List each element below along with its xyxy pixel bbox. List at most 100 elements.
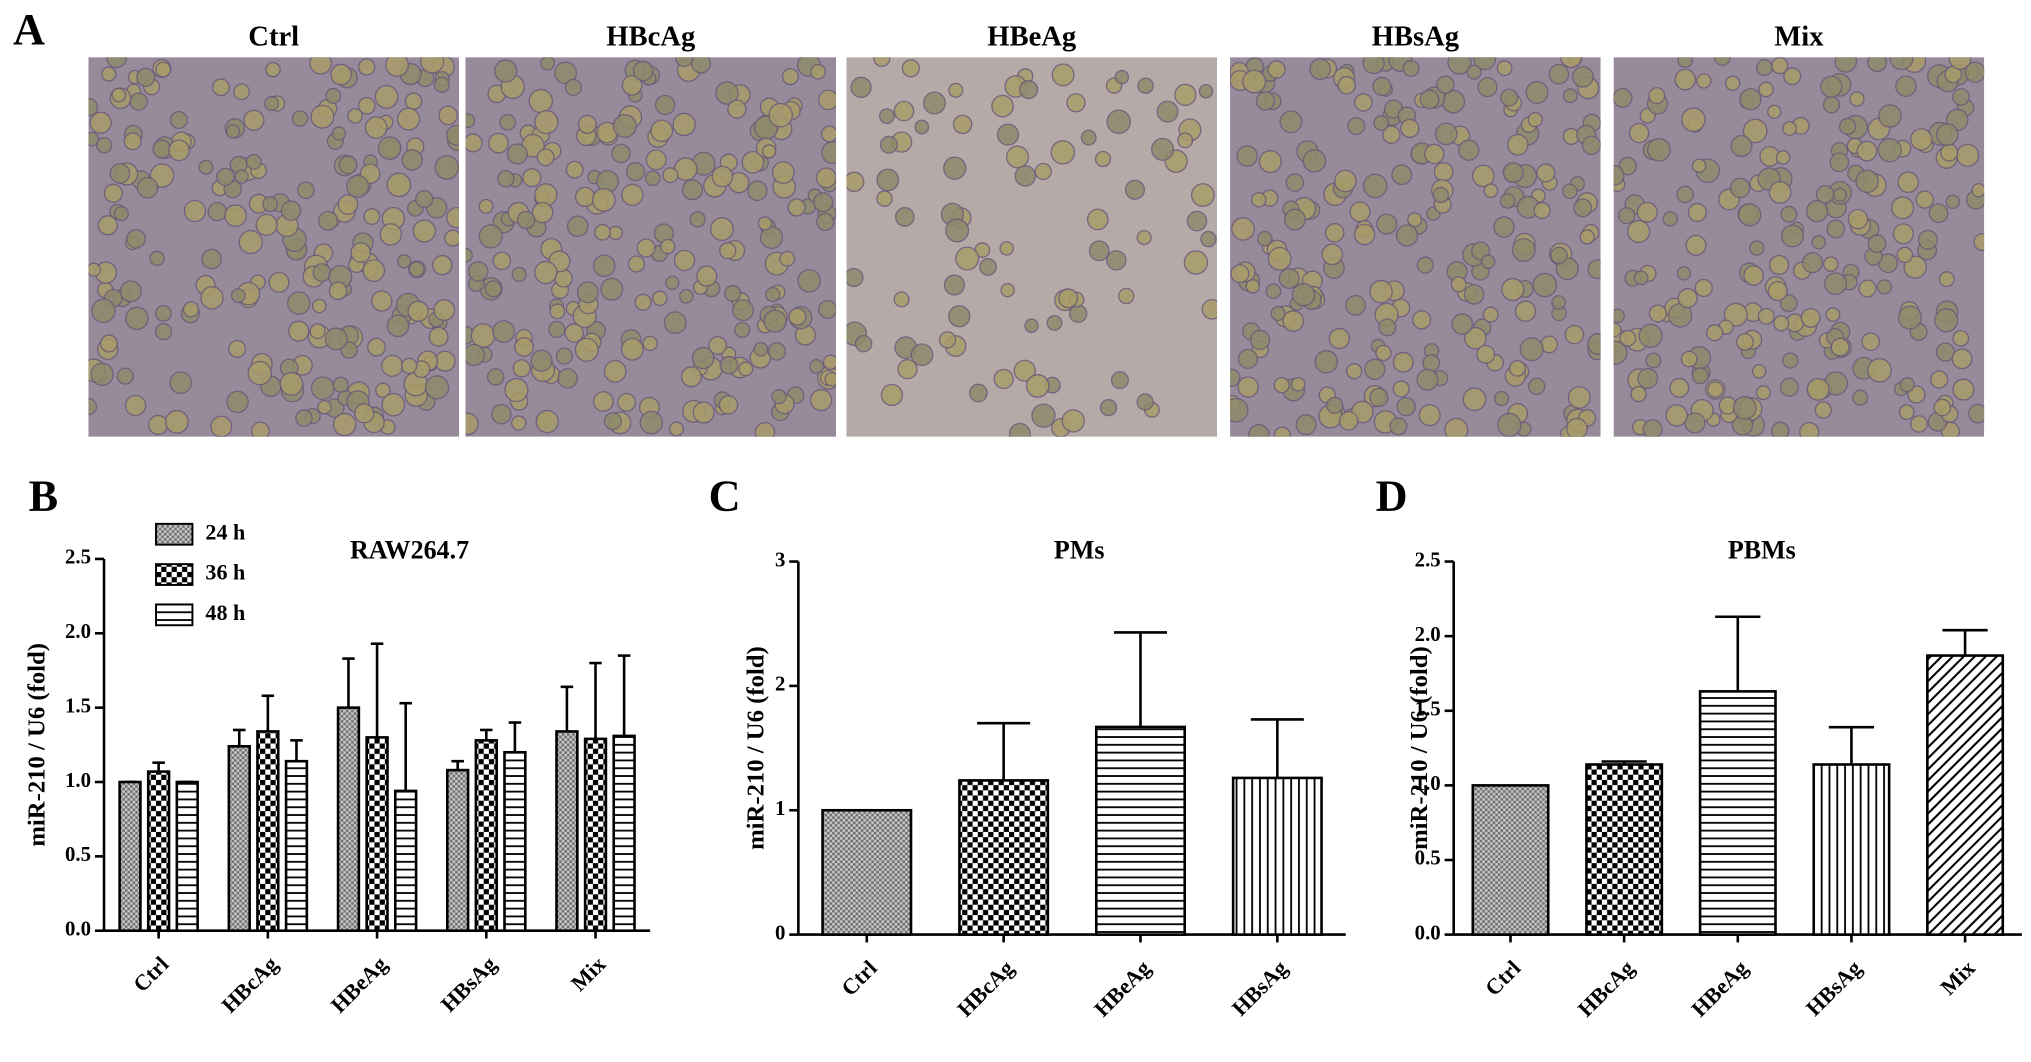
cell	[247, 360, 273, 386]
cell	[1685, 234, 1707, 256]
cell	[1278, 267, 1300, 289]
cell	[548, 320, 566, 339]
cell	[1389, 417, 1408, 436]
cell	[1878, 104, 1902, 128]
cell	[1473, 57, 1497, 71]
cell	[979, 258, 997, 276]
cell	[810, 63, 826, 80]
cell	[530, 349, 553, 372]
cell	[386, 172, 412, 198]
cell	[1245, 279, 1261, 294]
cell	[674, 57, 694, 68]
cell	[1822, 96, 1841, 114]
cell	[1587, 332, 1601, 355]
cell	[182, 301, 200, 318]
cell	[1677, 57, 1694, 69]
cell	[1501, 277, 1525, 302]
x-tick-label: HBcAg	[952, 955, 1018, 1021]
cell	[1782, 352, 1799, 369]
cell	[759, 225, 784, 250]
cell	[1295, 414, 1317, 436]
cell	[639, 410, 664, 435]
cell	[1674, 68, 1697, 91]
cell	[420, 57, 445, 74]
cell	[1378, 318, 1397, 337]
cell	[1767, 104, 1782, 120]
chart-title: PMs	[1054, 535, 1105, 564]
cell	[1729, 177, 1751, 199]
cell	[612, 114, 637, 139]
cell	[226, 390, 249, 414]
cell	[1681, 107, 1706, 132]
cell	[183, 199, 207, 223]
cell	[1466, 64, 1482, 80]
cell	[993, 368, 1014, 390]
cell	[328, 281, 348, 301]
cell	[478, 224, 503, 249]
cell	[1928, 203, 1949, 224]
cell	[768, 102, 794, 128]
cell	[1732, 395, 1757, 420]
cell	[374, 84, 399, 109]
cell	[692, 401, 715, 424]
y-tick-label: 2.0	[65, 620, 91, 643]
cell	[511, 266, 527, 282]
cell	[1669, 377, 1690, 398]
cell	[1929, 370, 1949, 389]
cell	[1279, 110, 1303, 134]
cell	[126, 229, 146, 249]
cell	[1613, 87, 1633, 108]
cell	[101, 66, 117, 82]
cell	[1477, 77, 1498, 98]
cell	[325, 87, 342, 104]
cell	[1780, 224, 1804, 248]
cell	[621, 183, 644, 207]
cell	[1000, 282, 1015, 298]
cell	[279, 371, 304, 396]
cell	[1758, 81, 1774, 98]
x-tick-label: HBeAg	[1089, 955, 1155, 1021]
legend-swatch	[155, 563, 194, 586]
cell	[1086, 208, 1109, 231]
cell	[600, 277, 624, 301]
cell	[850, 76, 872, 98]
cell	[1579, 229, 1595, 245]
cell	[1458, 139, 1480, 161]
cell	[262, 196, 279, 213]
cell	[955, 246, 980, 271]
cell	[287, 291, 311, 315]
cell	[401, 149, 423, 171]
cell	[1444, 417, 1469, 437]
bar	[503, 750, 527, 933]
cell	[1034, 162, 1052, 181]
cell	[492, 251, 512, 271]
y-tick-label: 1	[775, 797, 785, 820]
cell	[1174, 83, 1197, 107]
cell	[1136, 229, 1152, 246]
cell	[1237, 348, 1259, 369]
cell	[1349, 201, 1371, 223]
cell	[1407, 212, 1423, 228]
cell	[1956, 143, 1980, 167]
image-title: HBsAg	[1372, 22, 1460, 53]
cell	[1282, 310, 1305, 332]
cell	[1088, 240, 1110, 262]
cell	[1847, 208, 1869, 230]
cell	[1755, 385, 1771, 401]
cell	[1736, 332, 1754, 351]
cell	[1376, 213, 1398, 235]
cell	[969, 383, 988, 403]
cell	[265, 61, 281, 78]
cell	[332, 412, 357, 437]
cell	[1852, 389, 1869, 406]
cell	[691, 346, 715, 370]
cell	[603, 412, 622, 431]
cell	[809, 388, 833, 412]
cell	[1450, 276, 1467, 293]
cell	[295, 409, 313, 427]
y-axis-label: miR-210 / U6 (fold)	[1406, 646, 1433, 850]
cell	[1773, 315, 1790, 332]
cell	[1891, 196, 1915, 220]
cell	[1903, 255, 1927, 279]
cell	[1832, 187, 1848, 203]
